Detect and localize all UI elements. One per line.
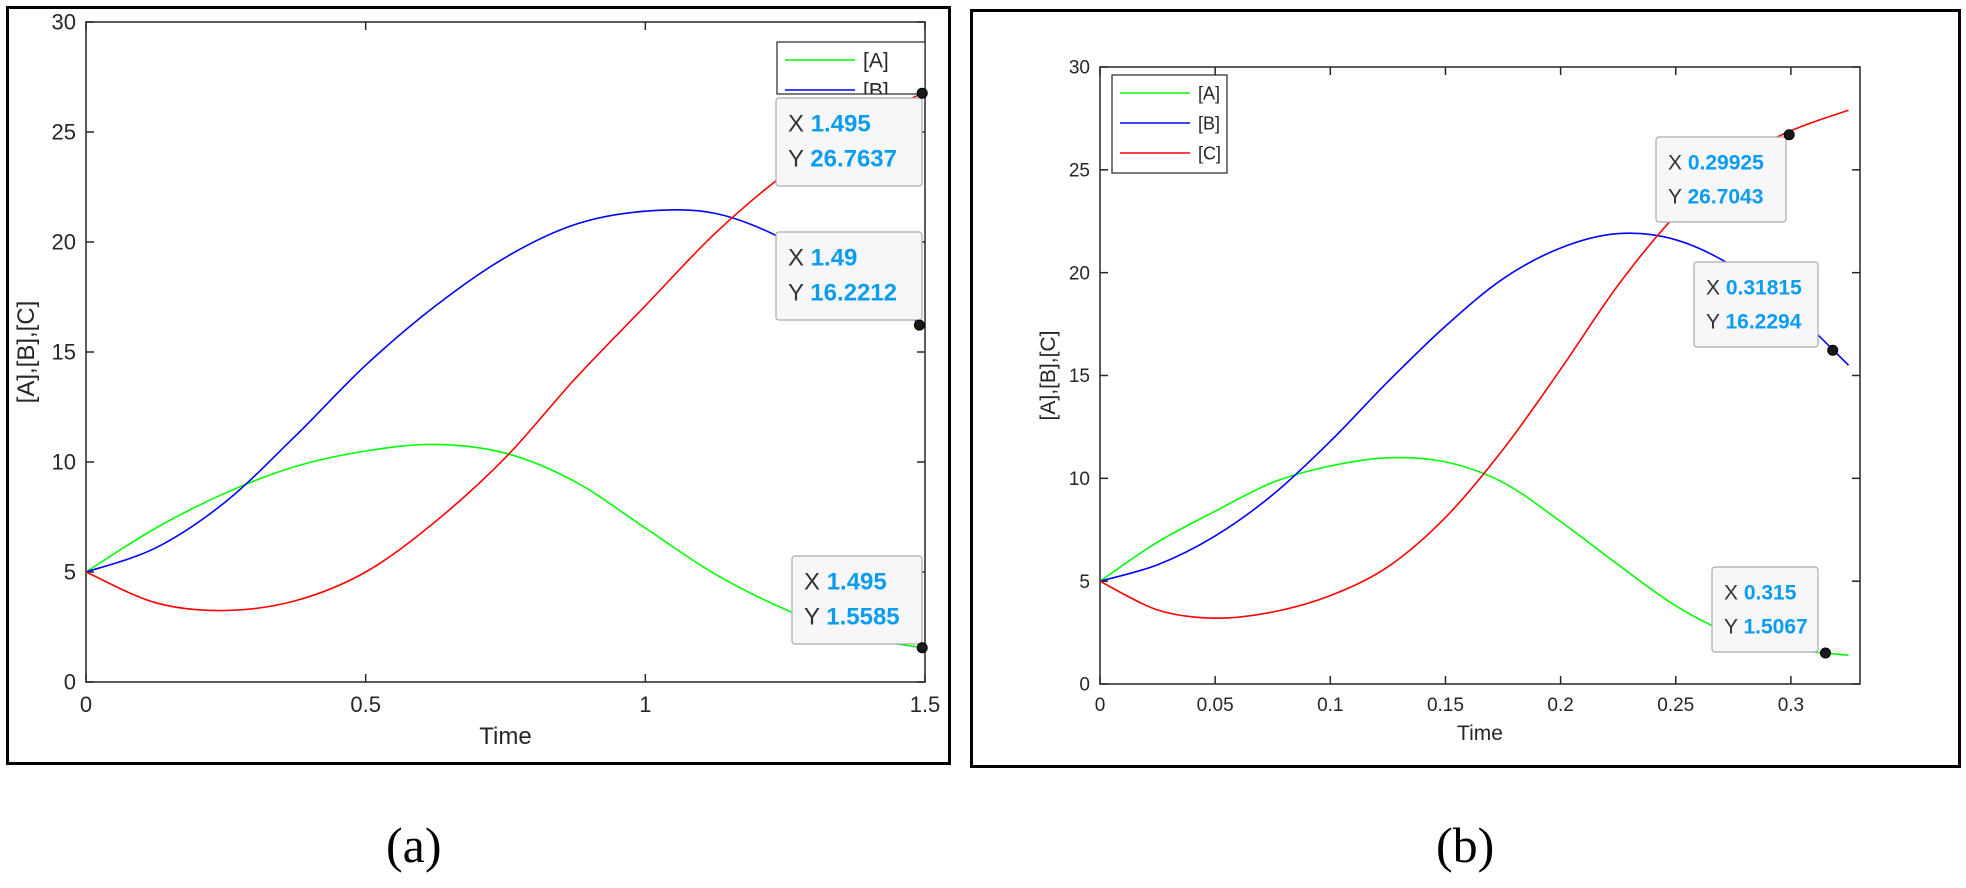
chart-b-ylabel: [A],[B],[C]	[1037, 331, 1060, 421]
chart-b-xtick-label: 0.1	[1317, 695, 1343, 716]
chart-a-ytick-label: 5	[64, 560, 76, 585]
chart-b-xlabel: Time	[1457, 722, 1503, 745]
chart-a-legend-entry: [A]	[863, 50, 889, 73]
chart-b-datatip-x-row: X 0.31815	[1706, 276, 1802, 299]
chart-b-legend-entry: [A]	[1198, 84, 1220, 104]
chart-b-ytick-label: 10	[1069, 469, 1090, 490]
chart-b-ytick-label: 25	[1069, 160, 1090, 181]
caption-b: (b)	[1436, 817, 1495, 873]
chart-b-datatip: X 0.29925 Y 26.7043	[1655, 129, 1795, 223]
chart-a-datatip-x-row: X 1.49	[788, 244, 857, 271]
chart-b-ytick-label: 30	[1069, 58, 1090, 79]
chart-a-datatip-marker	[916, 642, 928, 654]
chart-a-xtick-label: 1	[639, 692, 651, 717]
chart-b-datatip-x-row: X 0.315	[1724, 581, 1797, 604]
chart-b-datatip-box	[1655, 136, 1787, 223]
chart-a-datatip-y-row: Y 1.5585	[804, 604, 900, 631]
chart-a-xtick-label: 1.5	[910, 692, 941, 717]
chart-a-datatip-x-row: X 1.495	[804, 568, 887, 595]
chart-b-datatip-y-row: Y 16.2294	[1706, 310, 1802, 333]
chart-a-datatip-box	[791, 555, 923, 645]
chart-b-ytick-label: 5	[1079, 572, 1090, 593]
chart-a-datatip: X 1.495 Y 26.7637	[775, 87, 928, 187]
chart-a-xlabel: Time	[479, 723, 531, 750]
chart-a-ylabel: [A],[B],[C]	[13, 301, 40, 404]
chart-b-xtick-label: 0.05	[1197, 695, 1234, 716]
chart-b-datatip-marker	[1827, 344, 1839, 356]
chart-a-ytick-label: 15	[52, 340, 76, 365]
caption-a: (a)	[386, 817, 442, 873]
chart-a-xtick-label: 0	[80, 692, 92, 717]
chart-a-datatip-box	[775, 231, 923, 321]
chart-b-datatip-box	[1693, 261, 1819, 348]
chart-b-datatip-y-row: Y 26.7043	[1668, 185, 1763, 208]
chart-a: 0 0.5 1 1.5 0 5 10 15 20 25 30 Time [A],[B],[C] [A] [B…	[13, 10, 940, 750]
chart-a-ytick-label: 30	[52, 10, 76, 35]
chart-b-ytick-label: 0	[1079, 675, 1090, 696]
chart-b-xtick-label: 0	[1095, 695, 1106, 716]
chart-a-datatip-y-row: Y 16.2212	[788, 280, 897, 307]
chart-b-legend-box	[1111, 74, 1228, 174]
chart-b-legend-entry: [C]	[1198, 144, 1221, 164]
chart-b-xtick-label: 0.3	[1778, 695, 1804, 716]
chart-b-datatip-y-row: Y 1.5067	[1724, 615, 1808, 638]
chart-a-series-a-line	[86, 443, 923, 649]
chart-a-legend: [A] [B]	[776, 41, 926, 103]
chart-b-datatip: X 0.31815 Y 16.2294	[1693, 261, 1839, 356]
chart-a-ytick-label: 25	[52, 120, 76, 145]
chart-a-legend-box	[776, 41, 926, 95]
chart-a-datatip-y-row: Y 26.7637	[788, 146, 897, 173]
chart-a-legend-entry: [B]	[863, 80, 889, 103]
chart-a-ytick-label: 10	[52, 450, 76, 475]
chart-b-legend: [A] [B] [C]	[1111, 74, 1228, 174]
chart-b-xtick-label: 0.15	[1427, 695, 1464, 716]
chart-a-ytick-label: 20	[52, 230, 76, 255]
chart-a-datatip-marker	[916, 87, 928, 99]
chart-a-datatip-box	[775, 97, 923, 187]
chart-b-datatip-marker	[1819, 647, 1831, 659]
chart-b: 0 0.05 0.1 0.15 0.2 0.25 0.3 0 5 10 15 20 25 30 Time [A…	[1037, 58, 1861, 745]
chart-a-ytick-label: 0	[64, 670, 76, 695]
chart-a-xtick-label: 0.5	[350, 692, 381, 717]
chart-a-datatip-marker	[913, 319, 925, 331]
chart-b-datatip-box	[1711, 566, 1819, 653]
chart-b-xtick-label: 0.25	[1657, 695, 1694, 716]
chart-a-datatip: X 1.495 Y 1.5585	[791, 555, 928, 654]
chart-a-datatip-x-row: X 1.495	[788, 110, 871, 137]
chart-b-ytick-label: 15	[1069, 366, 1090, 387]
chart-b-legend-entry: [B]	[1198, 114, 1220, 134]
chart-b-ytick-label: 20	[1069, 263, 1090, 284]
chart-b-datatip-x-row: X 0.29925	[1668, 151, 1764, 174]
chart-b-xtick-label: 0.2	[1547, 695, 1573, 716]
chart-b-datatip-marker	[1783, 129, 1795, 141]
chart-b-datatip: X 0.315 Y 1.5067	[1711, 566, 1831, 659]
chart-a-datatip: X 1.49 Y 16.2212	[775, 231, 925, 331]
